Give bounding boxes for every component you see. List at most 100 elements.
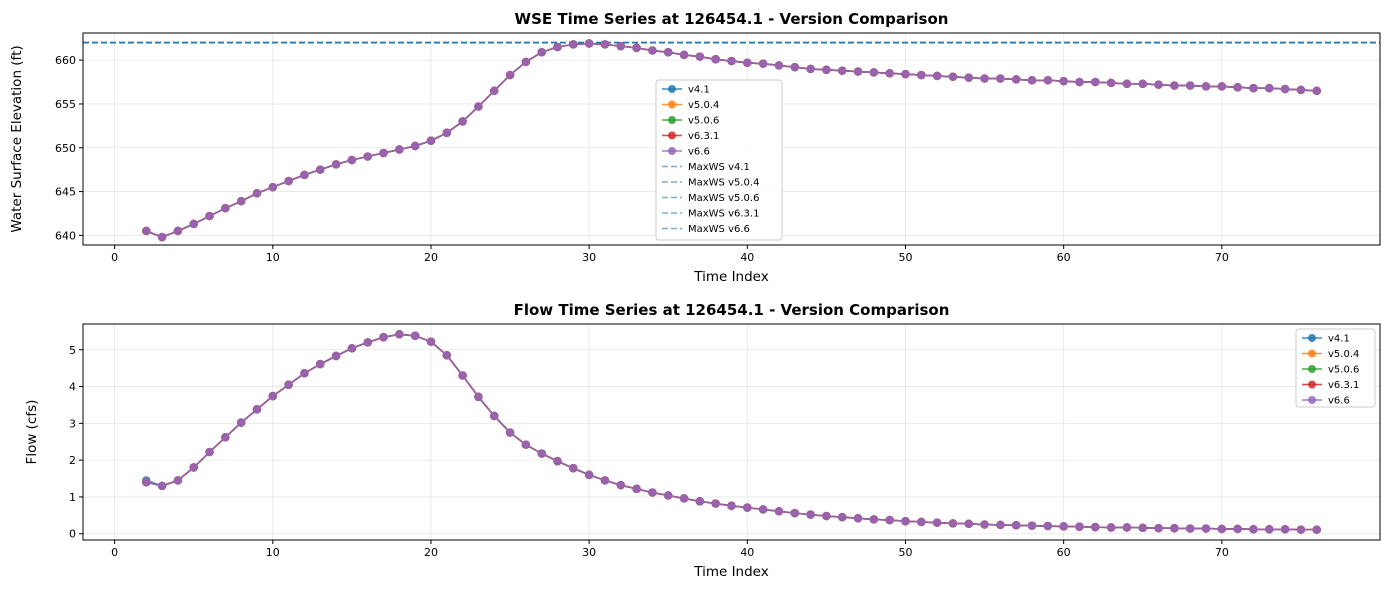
data-point <box>1091 522 1100 532</box>
legend-label: v5.0.6 <box>1328 365 1359 376</box>
data-point <box>743 503 752 512</box>
data-point <box>1201 524 1211 533</box>
x-tick-label: 10 <box>266 251 280 264</box>
data-point <box>664 491 673 500</box>
data-point <box>1059 76 1068 86</box>
data-point <box>474 102 483 111</box>
data-point <box>853 67 863 76</box>
data-point <box>695 497 705 506</box>
data-point <box>1027 76 1037 85</box>
legend: v4.1 v5.0.4 v5.0.6 v6.3.1 v6.6 MaxWS v4.1 MaxW… <box>655 79 783 241</box>
data-point <box>300 369 309 378</box>
x-tick-label: 40 <box>740 251 754 264</box>
data-point <box>790 508 799 518</box>
legend-label: v5.0.4 <box>688 100 719 111</box>
legend-marker <box>1308 349 1316 358</box>
x-tick-label: 60 <box>1057 546 1071 559</box>
data-point <box>1154 524 1163 533</box>
data-point <box>458 117 467 126</box>
data-point <box>205 211 214 221</box>
data-point <box>648 488 657 497</box>
data-point <box>648 46 657 55</box>
data-point <box>221 204 230 213</box>
x-tick-label: 40 <box>740 546 754 559</box>
data-point <box>1043 76 1053 85</box>
data-point <box>569 40 578 49</box>
data-point <box>774 507 784 516</box>
data-point <box>1186 524 1195 533</box>
data-point <box>774 61 784 70</box>
data-point <box>157 481 167 491</box>
data-point <box>553 457 562 466</box>
data-point <box>490 86 499 96</box>
data-point <box>1122 79 1132 89</box>
data-point <box>537 48 546 57</box>
data-point <box>569 464 578 473</box>
data-point <box>300 170 309 180</box>
axes-frame <box>82 32 1381 246</box>
data-point <box>1012 75 1021 84</box>
data-point <box>758 505 768 514</box>
data-point <box>410 331 420 340</box>
legend-marker <box>1308 334 1316 342</box>
data-point <box>1249 525 1258 534</box>
legend-label: v5.0.6 <box>688 116 719 127</box>
data-point <box>142 226 151 236</box>
data-point <box>1106 523 1116 532</box>
data-point <box>1233 524 1242 534</box>
y-tick-label: 0 <box>69 528 76 541</box>
x-tick-label: 0 <box>111 546 118 559</box>
data-point <box>189 219 198 229</box>
data-point <box>395 145 404 154</box>
data-point <box>1312 86 1321 96</box>
data-point <box>1296 525 1306 534</box>
data-point <box>616 480 625 490</box>
data-point <box>1265 83 1274 93</box>
chart-1: 0 10 20 30 40 50 60 70 640 645 650 655 660 WSE Time S… <box>9 10 1381 285</box>
data-point <box>885 515 894 525</box>
data-point <box>205 447 214 457</box>
data-point <box>363 338 372 347</box>
data-point <box>1154 80 1163 89</box>
legend-label: v6.6 <box>1328 396 1350 407</box>
y-tick-label: 645 <box>55 186 76 199</box>
data-point <box>1075 77 1084 87</box>
data-point <box>426 337 436 346</box>
data-point <box>157 232 167 242</box>
y-tick-label: 3 <box>69 417 76 430</box>
data-point <box>711 55 720 64</box>
y-axis-label: Flow (cfs) <box>24 400 40 465</box>
data-point <box>142 478 151 487</box>
legend-marker <box>1308 396 1316 404</box>
legend-marker <box>1308 365 1316 373</box>
data-point <box>442 351 451 360</box>
data-point <box>822 65 831 74</box>
data-point <box>679 50 689 60</box>
chart-title: Flow Time Series at 126454.1 - Version C… <box>514 301 950 319</box>
data-point <box>790 62 799 72</box>
data-point <box>996 520 1005 530</box>
data-point <box>1217 524 1227 534</box>
data-point <box>980 520 989 529</box>
data-point <box>1043 521 1053 531</box>
x-tick-label: 50 <box>898 251 912 264</box>
data-point <box>711 499 720 508</box>
data-point <box>1106 78 1116 88</box>
data-point <box>616 41 625 51</box>
data-point <box>268 182 277 192</box>
data-point <box>743 58 752 67</box>
data-point <box>901 69 910 79</box>
data-point <box>173 226 183 236</box>
legend-label: v5.0.4 <box>1328 349 1359 360</box>
x-tick-label: 30 <box>582 251 596 264</box>
x-tick-label: 70 <box>1215 546 1229 559</box>
data-point <box>1312 525 1321 534</box>
y-axis-label: Water Surface Elevation (ft) <box>9 45 25 232</box>
data-point <box>885 69 894 78</box>
data-point <box>316 359 325 369</box>
x-tick-label: 30 <box>582 546 596 559</box>
data-point <box>838 66 847 75</box>
x-tick-label: 20 <box>424 546 438 559</box>
x-tick-label: 50 <box>898 546 912 559</box>
data-point <box>917 517 926 527</box>
